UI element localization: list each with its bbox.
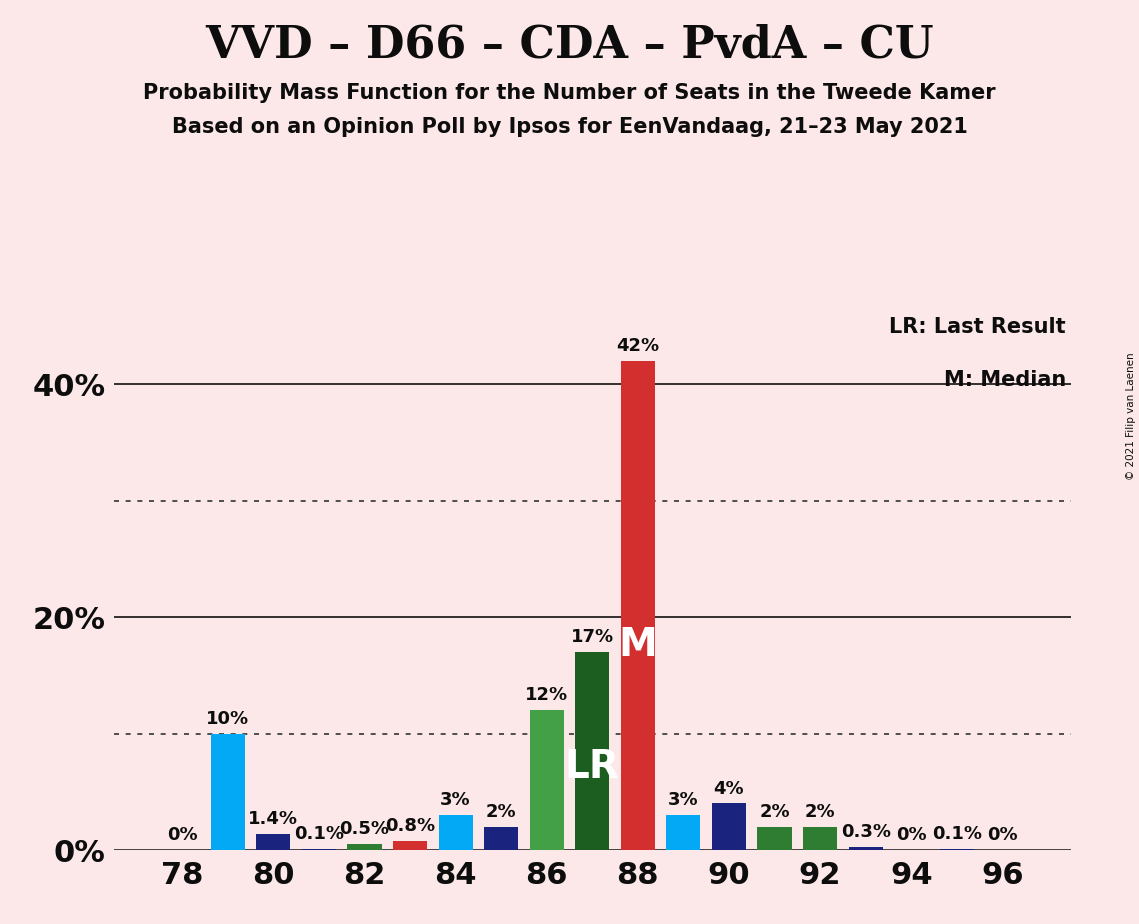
Text: M: Median: M: Median (943, 371, 1066, 391)
Bar (575, 652, 609, 850)
Text: 3%: 3% (669, 791, 698, 809)
Bar (757, 827, 792, 850)
Text: 0.5%: 0.5% (339, 821, 390, 838)
Text: 0.8%: 0.8% (385, 817, 435, 835)
Text: 4%: 4% (714, 780, 744, 797)
Text: 10%: 10% (206, 710, 249, 728)
Bar (940, 849, 974, 850)
Text: LR: Last Result: LR: Last Result (890, 317, 1066, 337)
Bar (439, 815, 473, 850)
Text: 0.1%: 0.1% (932, 825, 982, 843)
Text: 3%: 3% (441, 791, 470, 809)
Bar (211, 734, 245, 850)
Text: VVD – D66 – CDA – PvdA – CU: VVD – D66 – CDA – PvdA – CU (205, 23, 934, 67)
Bar (621, 360, 655, 850)
Text: 0.1%: 0.1% (294, 825, 344, 843)
Text: 0.3%: 0.3% (841, 822, 891, 841)
Bar (484, 827, 518, 850)
Text: 1.4%: 1.4% (248, 810, 298, 828)
Text: 0%: 0% (988, 826, 1017, 845)
Bar (803, 827, 837, 850)
Text: Based on an Opinion Poll by Ipsos for EenVandaag, 21–23 May 2021: Based on an Opinion Poll by Ipsos for Ee… (172, 117, 967, 138)
Bar (712, 804, 746, 850)
Bar (302, 849, 336, 850)
Text: 12%: 12% (525, 687, 568, 704)
Text: 2%: 2% (760, 803, 789, 821)
Bar (347, 845, 382, 850)
Text: © 2021 Filip van Laenen: © 2021 Filip van Laenen (1126, 352, 1136, 480)
Text: 2%: 2% (486, 803, 516, 821)
Text: 0%: 0% (896, 826, 926, 845)
Text: 42%: 42% (616, 337, 659, 355)
Text: Probability Mass Function for the Number of Seats in the Tweede Kamer: Probability Mass Function for the Number… (144, 83, 995, 103)
Bar (393, 841, 427, 850)
Text: 0%: 0% (167, 826, 197, 845)
Bar (256, 833, 290, 850)
Bar (849, 846, 883, 850)
Text: 2%: 2% (805, 803, 835, 821)
Text: LR: LR (565, 748, 620, 786)
Text: M: M (618, 626, 657, 663)
Bar (530, 711, 564, 850)
Text: 17%: 17% (571, 628, 614, 646)
Bar (666, 815, 700, 850)
